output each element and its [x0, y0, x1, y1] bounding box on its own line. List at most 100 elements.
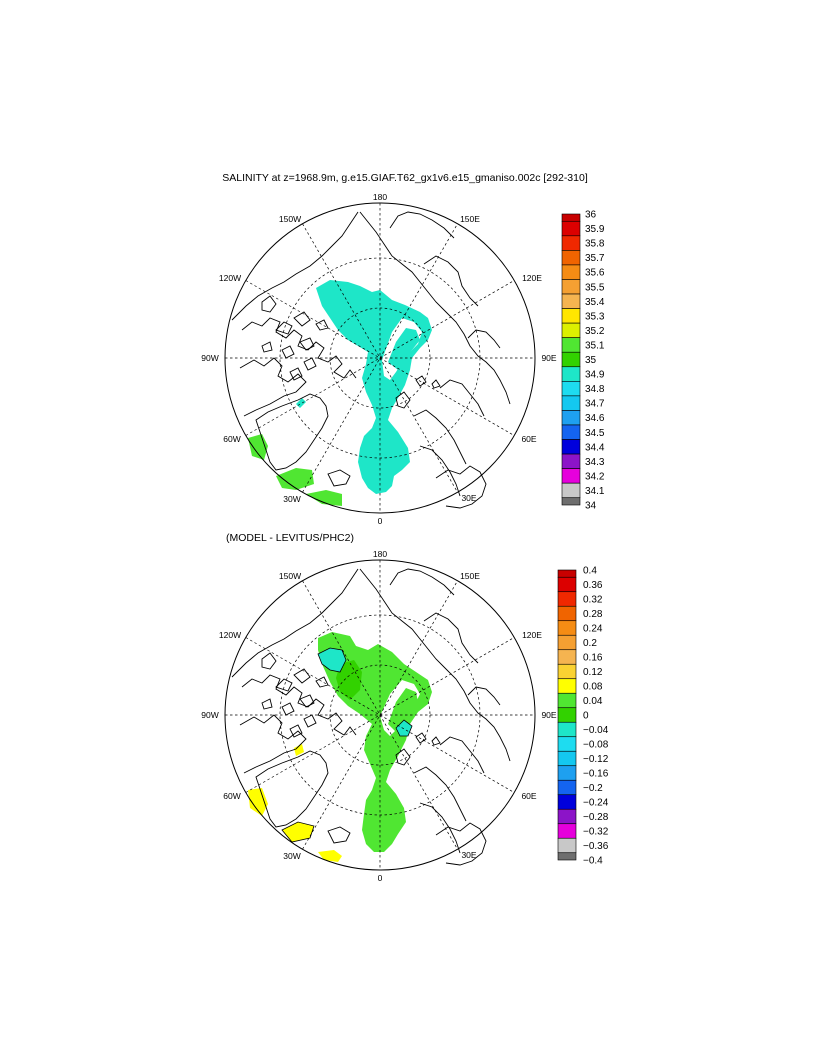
meridian-60 [245, 280, 515, 436]
salinity-main-region [316, 280, 432, 494]
salinity-atlantic-patch-c [306, 490, 342, 506]
colorbar-box [557, 605, 577, 622]
lon-label-120e-b: 120E [522, 630, 542, 640]
colorbar-label: 34.7 [585, 399, 605, 410]
coastlines-2 [231, 568, 511, 866]
colorbar-label: 0.32 [583, 595, 603, 606]
coast-franz-josef [415, 375, 441, 389]
salinity-ridge-band [388, 328, 420, 370]
colorbar-box [561, 453, 581, 469]
colorbar-label: 35.8 [585, 239, 605, 250]
colorbar-box [557, 692, 577, 709]
colorbar-label: 34.2 [585, 471, 605, 482]
colorbar-box [557, 736, 577, 752]
colorbar-label: −0.24 [583, 798, 609, 809]
colorbar-box [561, 220, 581, 237]
colorbar-salinity: 36 35.9 35.8 35.7 35.6 35.5 35.4 35.3 35.2 35.1 35… [561, 210, 605, 512]
coast-eurasia-b [359, 568, 511, 854]
lon-label-60w: 60W [223, 434, 240, 444]
coast-north-america-b [231, 568, 359, 774]
colorbar-box [557, 707, 577, 723]
lon-label-90e: 90E [541, 353, 556, 363]
diff-ridge-band [388, 688, 418, 732]
meridian-30-b [302, 580, 458, 850]
meridian-30 [302, 223, 458, 493]
colorbar-box [561, 293, 581, 309]
coast-islands-archipelago [261, 311, 329, 381]
coastlines [231, 211, 511, 509]
colorbar-box [557, 794, 577, 810]
colorbar-box [561, 279, 581, 295]
colorbar-label: 34.8 [585, 384, 605, 395]
map-boundary-2 [224, 559, 536, 871]
panel1-title: SALINITY at z=1968.9m, g.e15.GIAF.T62_gx… [222, 172, 588, 184]
lon-label-90w-b: 90W [201, 710, 218, 720]
coast-scandinavia-b [435, 822, 487, 866]
colorbar-label: −0.16 [583, 769, 609, 780]
colorbar-label: 0 [583, 711, 589, 722]
meridian-120-b [245, 637, 515, 793]
colorbar-box [557, 721, 577, 738]
colorbar-label: 0.24 [583, 624, 603, 635]
colorbar-label: 34 [585, 501, 597, 512]
colorbar-box [557, 678, 577, 694]
colorbar-box [561, 264, 581, 280]
diff-positive-patch-d [318, 850, 342, 862]
colorbar-box [561, 351, 581, 368]
lon-label-60e: 60E [521, 434, 536, 444]
colorbar-difference: 0.4 0.36 0.32 0.28 0.24 0.2 0.16 0.12 0.08 0.04 0 −… [557, 566, 609, 867]
colorbar-box [561, 381, 581, 397]
lon-label-120e: 120E [522, 273, 542, 283]
lon-label-180-b: 180 [373, 549, 387, 559]
polar-map-difference: 180 150E 120E 90E 60E 30E 0 30W 60W 90W … [201, 549, 557, 883]
colorbar-box [557, 750, 577, 767]
coast-east-siberia [423, 255, 479, 307]
coast-greenland-b [255, 750, 329, 828]
diff-positive-patch-a [294, 744, 304, 756]
lon-label-0-b: 0 [378, 873, 383, 883]
colorbar-box [561, 424, 581, 440]
colorbar-label: 35 [585, 355, 597, 366]
diff-positive-patch-b [248, 788, 268, 816]
lon-label-30w: 30W [283, 494, 300, 504]
colorbar-box [557, 663, 577, 680]
salinity-baffin-patch [296, 398, 306, 408]
coast-iceland [327, 469, 351, 487]
colorbar-label: 35.1 [585, 340, 605, 351]
colorbar-box [557, 808, 577, 825]
colorbar-label: −0.08 [583, 740, 609, 751]
colorbar-label: −0.36 [583, 841, 609, 852]
longitude-labels-2: 180 150E 120E 90E 60E 30E 0 30W 60W 90W … [201, 549, 557, 883]
meridian-120 [245, 280, 515, 436]
colorbar-box [557, 634, 577, 651]
coast-scandinavia [435, 465, 487, 509]
colorbar-box [557, 569, 577, 578]
colorbar-box [557, 765, 577, 781]
colorbar-box [561, 366, 581, 382]
lon-label-120w: 120W [219, 273, 241, 283]
colorbar-box [557, 591, 577, 607]
lon-label-60e-b: 60E [521, 791, 536, 801]
colorbar-box [561, 395, 581, 411]
colorbar-box [561, 235, 581, 251]
colorbar-label: 0.04 [583, 696, 603, 707]
colorbar-box [561, 482, 581, 499]
coast-east-siberia-b [423, 612, 479, 664]
coast-eurasia [359, 211, 511, 497]
colorbar-label: 34.3 [585, 457, 605, 468]
lon-label-180: 180 [373, 192, 387, 202]
colorbar-label: −0.28 [583, 812, 609, 823]
graticule [225, 203, 535, 513]
colorbar-label: 34.5 [585, 428, 605, 439]
lon-label-0: 0 [378, 516, 383, 526]
diff-darker-area [336, 660, 362, 700]
colorbar-label: 0.36 [583, 580, 603, 591]
colorbar-box [557, 649, 577, 665]
colorbar-label: 0.28 [583, 609, 603, 620]
colorbar-box [557, 823, 577, 839]
lon-label-30e: 30E [461, 493, 476, 503]
coast-islands-archipelago-b [261, 668, 329, 738]
coast-greenland [255, 393, 329, 471]
lon-label-60w-b: 60W [223, 791, 240, 801]
colorbar-label: 35.3 [585, 311, 605, 322]
